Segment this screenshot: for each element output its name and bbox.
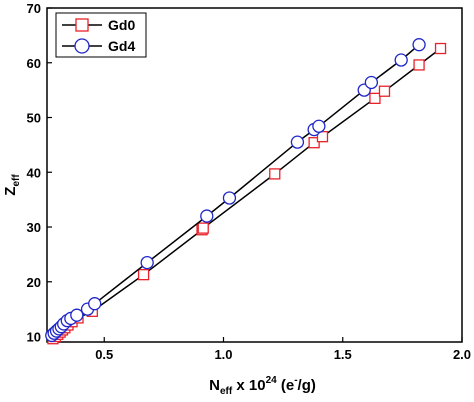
point-Gd0-12 (197, 222, 209, 234)
y-tick-label-1: 20 (27, 275, 41, 290)
y-tick-label-5: 60 (27, 56, 41, 71)
point-Gd4-10 (88, 297, 102, 311)
x-axis-title-unit-sup: - (294, 375, 297, 386)
point-Gd4-8 (70, 308, 84, 322)
plot-frame (46, 7, 463, 343)
y-tick-label-4: 50 (27, 111, 41, 126)
x-axis-title-sup: 24 (266, 375, 278, 386)
x-tick-label-3: 2.0 (453, 347, 471, 362)
x-axis-title-mid: x 10 (232, 377, 265, 394)
legend-box (55, 12, 147, 58)
point-Gd4-20 (412, 38, 426, 52)
legend-marker-Gd4 (74, 38, 90, 54)
x-axis-title-unit-open: (e (277, 377, 295, 394)
x-axis-title-unit-close: /g) (298, 377, 316, 394)
point-Gd0-10 (137, 269, 150, 281)
point-Gd0-14 (308, 137, 320, 149)
point-Gd0-18 (413, 59, 425, 71)
point-Gd4-16 (312, 119, 326, 133)
point-Gd4-19 (394, 53, 408, 67)
y-tick-label-0: 10 (27, 330, 41, 345)
x-tick-label-2: 1.5 (334, 347, 352, 362)
legend-marker-Gd0 (75, 18, 89, 32)
y-tick-label-2: 30 (27, 220, 41, 235)
x-axis-title-sub: eff (220, 386, 233, 397)
point-Gd4-14 (290, 135, 305, 149)
x-tick-label-0: 0.5 (95, 347, 113, 362)
y-axis-title: Zeff (2, 174, 22, 196)
y-tick-label-3: 40 (27, 165, 41, 180)
y-axis-title-main: Z (2, 187, 19, 196)
point-Gd0-13 (269, 168, 281, 180)
series-layer (45, 38, 447, 345)
x-tick-label-1: 1.0 (214, 347, 232, 362)
y-tick-label-6: 70 (27, 1, 41, 16)
point-Gd0-17 (378, 85, 391, 97)
legend-label-Gd0: Gd0 (108, 17, 135, 33)
series-Gd4 (45, 38, 426, 343)
point-Gd4-13 (222, 191, 237, 205)
point-Gd0-16 (369, 92, 381, 104)
axes-layer: 0.5 1.0 1.5 2.0 10 20 30 40 50 60 70 (27, 1, 472, 362)
series-Gd0 (47, 42, 447, 345)
point-Gd4-12 (200, 209, 214, 223)
point-Gd4-11 (140, 255, 154, 270)
point-Gd4-18 (364, 75, 379, 90)
point-Gd0-19 (434, 42, 447, 55)
x-axis-title-main: N (209, 377, 220, 394)
y-axis-title-sub: eff (11, 174, 22, 187)
x-axis-title: Neff x 1024 (e-/g) (209, 375, 316, 397)
legend-label-Gd4: Gd4 (108, 38, 135, 54)
